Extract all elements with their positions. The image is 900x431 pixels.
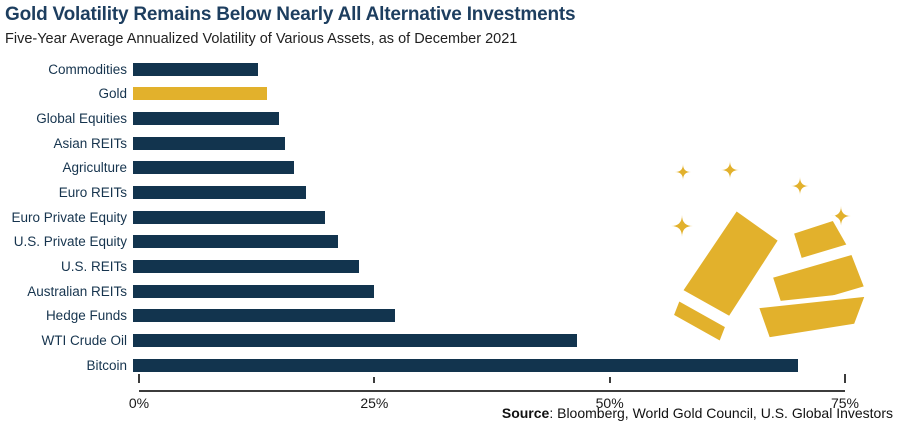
sparkle-icon: [831, 206, 851, 226]
gold-ingot: [767, 249, 870, 316]
category-label: U.S. Private Equity: [13, 234, 127, 250]
category-label: Gold: [98, 86, 127, 102]
bar-row: Bitcoin: [0, 353, 860, 378]
category-label: Bitcoin: [86, 357, 127, 373]
bar-row: Euro REITs: [0, 180, 860, 205]
bar: [133, 161, 294, 175]
category-label: Hedge Funds: [45, 308, 127, 324]
bar: [133, 309, 395, 323]
x-axis: 0% 25% 50% 75%: [129, 374, 859, 411]
sparkle-icon: [675, 164, 691, 180]
x-tick-label: 50%: [595, 395, 624, 411]
bar: [133, 235, 339, 249]
bar: [133, 210, 326, 224]
bar: [133, 284, 374, 298]
bar-track: [133, 284, 839, 298]
bar: [133, 259, 359, 273]
source-note: Source: Bloomberg, World Gold Council, U…: [502, 405, 893, 421]
bar-row: Australian REITs: [0, 279, 860, 304]
category-label: Agriculture: [62, 160, 127, 176]
bar-track: [133, 87, 839, 101]
gold-ingot: [677, 205, 784, 322]
x-tick-mark: [373, 377, 376, 383]
category-label: Global Equities: [36, 111, 127, 127]
bar-gold-highlight: [133, 87, 267, 101]
bar: [133, 186, 307, 200]
category-label: Euro REITs: [58, 185, 127, 201]
bar: [133, 62, 259, 76]
category-label: Commodities: [48, 61, 127, 77]
bar-row: U.S. REITs: [0, 254, 860, 279]
bar-row: Gold: [0, 82, 860, 107]
x-tick-label: 25%: [360, 395, 389, 411]
source-text: : Bloomberg, World Gold Council, U.S. Gl…: [549, 405, 893, 421]
x-tick-label: 75%: [830, 395, 860, 411]
chart-title: Gold Volatility Remains Below Nearly All…: [5, 4, 576, 25]
category-label: WTI Crude Oil: [41, 332, 127, 348]
bar-track: [133, 161, 839, 175]
category-label: Asian REITs: [53, 135, 127, 151]
bar-track: [133, 210, 839, 224]
bar-rows: Commodities Gold Global Equities Asian REIT…: [0, 57, 860, 377]
bar-row: WTI Crude Oil: [0, 328, 860, 353]
sparkle-icon: [671, 215, 693, 237]
gold-bars-icon: [648, 148, 880, 350]
category-label: Euro Private Equity: [11, 209, 127, 225]
bar-track: [133, 186, 839, 200]
bar-track: [133, 333, 839, 347]
category-label: Australian REITs: [27, 283, 127, 299]
x-tick-mark: [608, 377, 611, 383]
bar-track: [133, 235, 839, 249]
bar-row: Asian REITs: [0, 131, 860, 156]
gold-ingot: [753, 291, 871, 343]
chart-subtitle: Five-Year Average Annualized Volatility …: [5, 31, 518, 47]
sparkle-icon: [721, 161, 739, 179]
gold-ingot: [668, 295, 731, 347]
x-tick-mark: [138, 374, 140, 383]
bar: [133, 112, 279, 126]
bar: [133, 333, 578, 347]
sparkle-icon: [791, 177, 809, 195]
bar-row: Global Equities: [0, 106, 860, 131]
category-label: U.S. REITs: [60, 258, 127, 274]
bar-track: [133, 62, 839, 76]
bar-track: [133, 358, 839, 372]
bar-row: Hedge Funds: [0, 303, 860, 328]
bar-row: Agriculture: [0, 156, 860, 181]
x-tick-label: 0%: [128, 395, 150, 411]
bar-track: [133, 136, 839, 150]
x-axis-line: [139, 390, 845, 392]
bar-row: Commodities: [0, 57, 860, 82]
bar-row: U.S. Private Equity: [0, 229, 860, 254]
bar-track: [133, 259, 839, 273]
x-tick-mark: [844, 374, 846, 383]
bar-track: [133, 309, 839, 323]
bar: [133, 136, 285, 150]
bar: [133, 358, 798, 372]
source-label: Source: [501, 405, 550, 421]
bar-track: [133, 112, 839, 126]
bar-chart: Commodities Gold Global Equities Asian REIT…: [0, 57, 860, 377]
gold-ingot: [788, 215, 853, 264]
bar-row: Euro Private Equity: [0, 205, 860, 230]
